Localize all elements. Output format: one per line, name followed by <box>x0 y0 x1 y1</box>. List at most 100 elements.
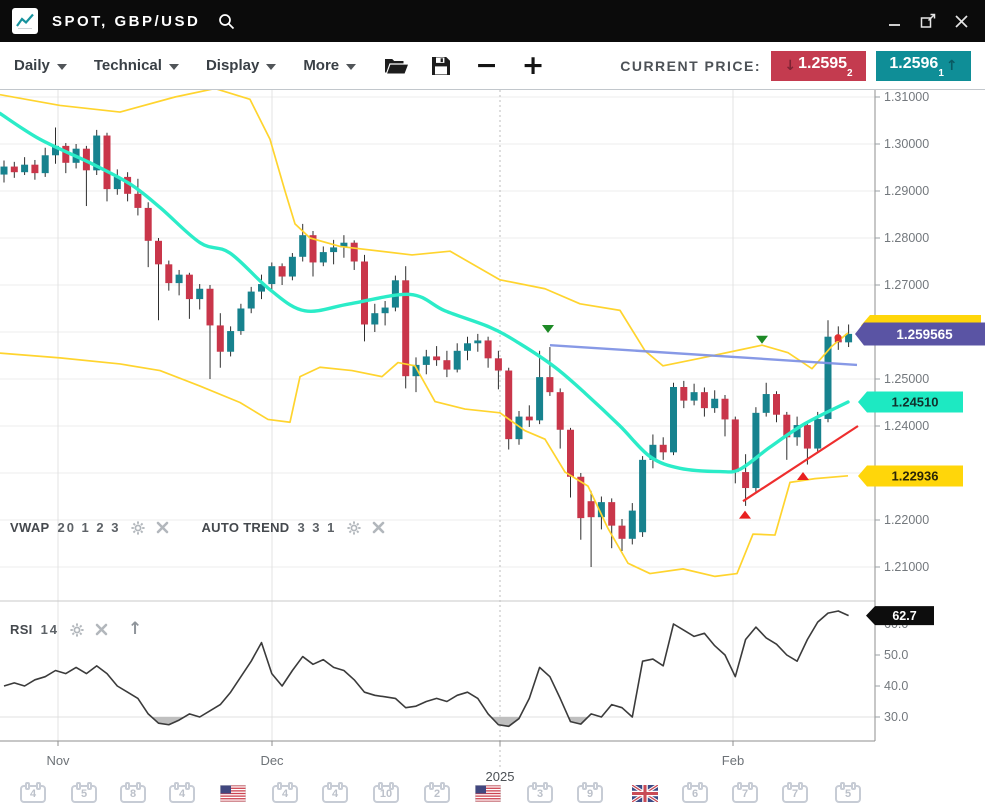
vwap-remove-icon[interactable] <box>156 521 169 534</box>
move-pane-up-icon[interactable]: ↑ <box>128 619 143 639</box>
calendar-row: 4 5 8 4 4 4 10 2 3 9 6 7 7 5 <box>0 782 985 810</box>
more-menu-label: More <box>303 57 340 74</box>
rsi-tick-label: 40.0 <box>884 679 908 693</box>
chart-region: 1.310001.300001.290001.280001.270001.260… <box>0 90 985 810</box>
bid-price-button[interactable]: ↓ 1.25952 <box>771 50 866 81</box>
price-tick-label: 1.24000 <box>884 419 929 433</box>
calendar-event-icon[interactable]: 8 <box>120 782 146 803</box>
technical-menu[interactable]: Technical <box>94 57 179 74</box>
ask-price-value: 1.25961 <box>889 55 944 79</box>
chart-toolbar: Daily Technical Display More − + CURRENT… <box>0 42 985 90</box>
calendar-event-icon[interactable]: 4 <box>20 782 46 803</box>
calendar-event-icon[interactable]: 2 <box>424 782 450 803</box>
timeframe-menu-label: Daily <box>14 57 50 74</box>
rsi-tick-label: 30.0 <box>884 710 908 724</box>
calendar-event-icon[interactable]: 4 <box>169 782 195 803</box>
titlebar: SPOT, GBP/USD <box>0 0 985 42</box>
rsi-line <box>3 610 849 728</box>
price-tick-label: 1.30000 <box>884 137 929 151</box>
vwap-value-badge: 1.24510 <box>858 391 963 413</box>
axis-badges: 1.259565 1.24510 1.22936 62.7 <box>855 314 985 626</box>
flag-us-icon[interactable] <box>220 785 246 802</box>
calendar-event-icon[interactable]: 7 <box>782 782 808 803</box>
buy-signal-triangle-icon <box>797 472 809 481</box>
window-title: SPOT, GBP/USD <box>52 12 201 30</box>
rsi-legend-row: RSI 14 ↑ <box>10 621 142 638</box>
rsi-oversold-shading <box>4 717 849 727</box>
lower-band-line <box>0 352 849 578</box>
calendar-event-icon[interactable]: 3 <box>527 782 553 803</box>
buy-signal-triangle-icon <box>739 510 751 519</box>
rsi-settings-gear-icon[interactable] <box>70 622 84 637</box>
zoom-in-button[interactable]: + <box>521 50 545 81</box>
popout-window-icon[interactable] <box>919 12 937 30</box>
x-axis-label: Nov <box>46 753 70 768</box>
price-tick-label: 1.27000 <box>884 278 929 292</box>
auto-trend-resistance-line <box>549 343 858 367</box>
calendar-event-icon[interactable]: 6 <box>682 782 708 803</box>
save-icon[interactable] <box>431 56 451 76</box>
search-icon[interactable] <box>218 13 235 30</box>
chevron-down-icon <box>56 63 67 70</box>
auto-trend-settings-gear-icon[interactable] <box>347 520 361 535</box>
calendar-event-icon[interactable]: 7 <box>732 782 758 803</box>
price-tick-label: 1.22000 <box>884 513 929 527</box>
last-price-badge: 1.259565 <box>855 322 985 346</box>
calendar-event-icon[interactable]: 5 <box>835 782 861 803</box>
indicator-legend-row: VWAP 20 1 2 3 AUTO TREND 3 3 1 <box>10 520 385 535</box>
x-axis-label: Dec <box>260 753 284 768</box>
chevron-down-icon <box>168 63 179 70</box>
price-tick-label: 1.25000 <box>884 372 929 386</box>
close-icon[interactable] <box>954 14 969 29</box>
price-up-arrow-icon: ↑ <box>945 57 958 74</box>
signal-dot-icon <box>834 334 842 342</box>
ask-price-button[interactable]: 1.25961 ↑ <box>876 50 971 81</box>
vwap-settings-gear-icon[interactable] <box>131 520 146 535</box>
display-menu-label: Display <box>205 57 260 74</box>
auto-trend-remove-icon[interactable] <box>372 521 385 534</box>
timeframe-menu[interactable]: Daily <box>14 57 67 74</box>
price-tick-label: 1.21000 <box>884 560 929 574</box>
technical-menu-label: Technical <box>93 57 162 74</box>
calendar-event-icon[interactable]: 4 <box>272 782 298 803</box>
open-folder-icon[interactable] <box>384 56 409 76</box>
window-controls <box>888 12 969 30</box>
overlay-lines <box>0 90 859 578</box>
price-down-arrow-icon: ↓ <box>784 57 797 74</box>
price-chart-canvas[interactable]: 1.310001.300001.290001.280001.270001.260… <box>0 90 985 810</box>
calendar-event-icon[interactable]: 5 <box>71 782 97 803</box>
rsi-value-badge: 62.7 <box>866 606 934 626</box>
display-menu[interactable]: Display <box>205 57 277 74</box>
rsi-tick-label: 50.0 <box>884 648 908 662</box>
svg-text:62.7: 62.7 <box>892 609 916 623</box>
rsi-remove-icon[interactable] <box>95 623 108 636</box>
calendar-event-icon[interactable]: 4 <box>322 782 348 803</box>
calendar-event-icon[interactable]: 10 <box>373 782 399 803</box>
app-chart-logo-icon <box>12 8 38 34</box>
x-axis-label: Feb <box>722 753 744 768</box>
zoom-out-button[interactable]: − <box>475 50 498 81</box>
svg-text:1.259565: 1.259565 <box>896 327 953 342</box>
vwap-legend-params: 20 1 2 3 <box>57 520 121 535</box>
rsi-pane <box>3 610 849 728</box>
flag-us-icon[interactable] <box>475 785 501 802</box>
more-menu[interactable]: More <box>303 57 357 74</box>
bid-price-value: 1.25952 <box>798 55 853 79</box>
chart-gridlines <box>0 90 875 768</box>
flag-uk-icon[interactable] <box>632 785 658 802</box>
auto-trend-legend-label: AUTO TREND <box>201 520 290 535</box>
rsi-legend-params: 14 <box>40 622 60 637</box>
rsi-legend-label: RSI <box>10 622 33 637</box>
auto-trend-support-line <box>742 425 859 503</box>
auto-trend-legend-params: 3 3 1 <box>297 520 337 535</box>
current-price-label: CURRENT PRICE: <box>620 57 761 74</box>
vwap-legend-label: VWAP <box>10 520 50 535</box>
price-tick-label: 1.31000 <box>884 90 929 104</box>
svg-text:1.24510: 1.24510 <box>892 395 939 410</box>
vwap-line <box>0 111 850 474</box>
price-tick-label: 1.28000 <box>884 231 929 245</box>
calendar-event-icon[interactable]: 9 <box>577 782 603 803</box>
sell-signal-triangle-icon <box>756 335 768 344</box>
minimize-icon[interactable] <box>888 14 902 28</box>
lower-band-badge: 1.22936 <box>858 465 963 487</box>
